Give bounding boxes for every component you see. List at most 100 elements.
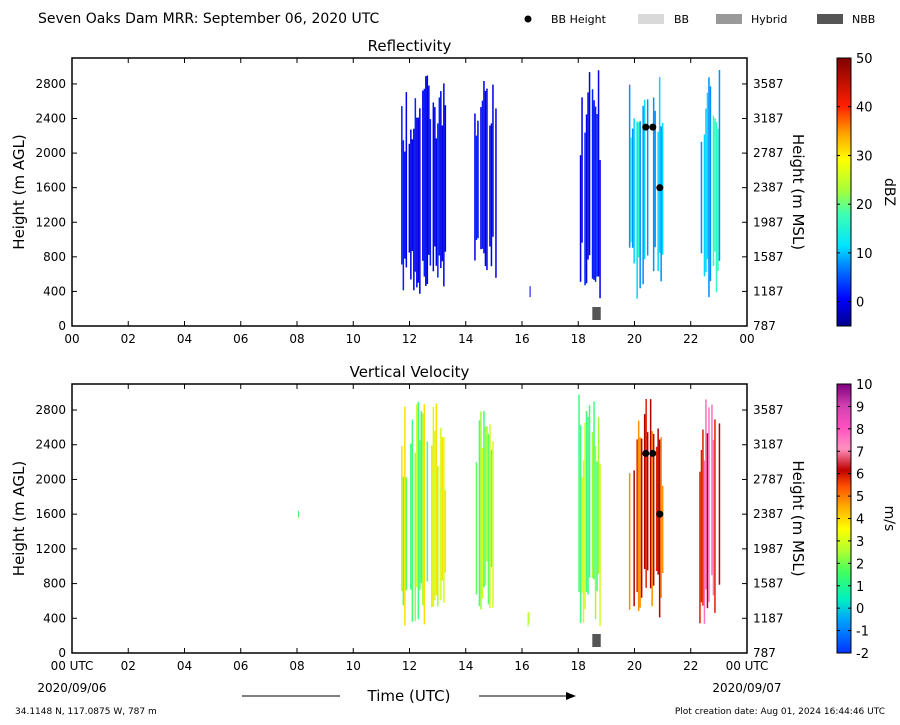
precip-column (408, 143, 411, 253)
precip-column (419, 108, 421, 294)
y-tick-label: 1200 (35, 542, 66, 556)
precip-column (420, 411, 423, 584)
precip-column (585, 411, 588, 592)
precip-column (661, 485, 664, 574)
precip-column (630, 137, 632, 243)
precip-column (489, 125, 491, 247)
precip-column (587, 416, 589, 595)
precip-column (432, 406, 435, 607)
colorbar-tick-label: -2 (856, 647, 869, 662)
colorbar-tick-label: 4 (856, 513, 864, 528)
precip-column (706, 433, 709, 609)
precip-column (414, 98, 417, 272)
precip-column (649, 399, 652, 589)
precip-column (410, 443, 412, 590)
bb-height-legend-marker (524, 15, 532, 23)
precip-column (703, 460, 706, 624)
precip-column (413, 128, 415, 291)
precip-column (642, 105, 644, 285)
precip-column (599, 464, 601, 626)
precip-column (422, 413, 424, 606)
precip-column (705, 399, 707, 590)
colorbar-tick-label: -1 (856, 625, 869, 640)
precip-column (588, 405, 591, 578)
precip-column (486, 426, 488, 562)
precip-column (717, 128, 719, 272)
precip-column (708, 407, 710, 603)
precip-column (475, 462, 478, 595)
y-tick-label: 1600 (35, 181, 66, 195)
colorbar (836, 57, 852, 327)
x-tick-label: 22 (683, 332, 698, 346)
y-tick-label: 2000 (35, 146, 66, 160)
precip-column (431, 445, 433, 607)
y-tick-label-right: 1987 (753, 215, 784, 229)
bb-height-point (649, 123, 657, 131)
time-arrow-head (566, 692, 576, 700)
precip-column (718, 423, 721, 585)
y-tick-label-right: 2787 (753, 146, 784, 160)
colorbar-tick-label: 3 (856, 535, 864, 550)
precip-column (645, 399, 647, 588)
precip-column (401, 106, 403, 265)
precip-column (423, 404, 426, 625)
precip-column (443, 83, 445, 287)
nbb-legend-label: NBB (852, 13, 875, 26)
precip-column (597, 417, 600, 575)
y-tick-label: 2400 (35, 438, 66, 452)
precip-column (440, 427, 442, 601)
precip-column (478, 420, 481, 607)
precip-column (474, 113, 476, 261)
y-tick-label-right: 1587 (753, 577, 784, 591)
precip-column (443, 437, 445, 603)
precip-column (444, 105, 447, 252)
y-tick-label: 0 (58, 319, 66, 333)
y-tick-label-right: 787 (753, 319, 776, 333)
precip-column (718, 70, 721, 261)
bb-height-point (656, 184, 664, 192)
precip-column (585, 114, 588, 284)
colorbar-label: m/s (881, 506, 897, 532)
precip-column (428, 85, 430, 255)
y-tick-label-right: 787 (753, 646, 776, 660)
colorbar-tick-label: 2 (856, 557, 864, 572)
bb-legend-label: BB (674, 13, 689, 26)
precip-column (402, 140, 405, 291)
precip-column (528, 612, 530, 624)
colorbar-tick-label: 40 (856, 101, 873, 116)
y-tick-label: 2800 (35, 403, 66, 417)
station-location: 34.1148 N, 117.0875 W, 787 m (15, 707, 157, 717)
precip-column (712, 440, 715, 596)
colorbar-tick-label: 0 (856, 602, 864, 617)
y-tick-label-right: 2787 (753, 472, 784, 486)
y-tick-label-right: 3187 (753, 438, 784, 452)
precipitation-field (298, 394, 721, 627)
bb-height-point (642, 123, 650, 131)
x-tick-label: 02 (121, 659, 136, 673)
y-tick-label: 2800 (35, 77, 66, 91)
precip-column (714, 118, 716, 252)
precip-column (425, 76, 427, 286)
precip-column (594, 446, 597, 620)
precip-column (628, 473, 631, 610)
precip-column (639, 121, 641, 289)
colorbar-tick-label: 8 (856, 423, 864, 438)
precip-column (490, 123, 493, 267)
precip-column (588, 72, 591, 256)
time-axis-label: Time (UTC) (367, 687, 451, 705)
x-tick-label: 14 (458, 659, 473, 673)
precip-column (480, 107, 482, 250)
precip-column (593, 100, 595, 280)
precip-column (579, 425, 582, 623)
y-tick-label: 400 (43, 284, 66, 298)
precip-column (657, 428, 659, 575)
colorbar-tick-label: 0 (856, 296, 864, 311)
x-tick-label: 06 (233, 332, 248, 346)
y-tick-label: 400 (43, 611, 66, 625)
bb-legend-swatch (638, 14, 664, 24)
precip-column (700, 449, 703, 603)
precip-column (437, 466, 439, 607)
nbb-marker (592, 634, 601, 647)
precip-column (416, 404, 418, 588)
